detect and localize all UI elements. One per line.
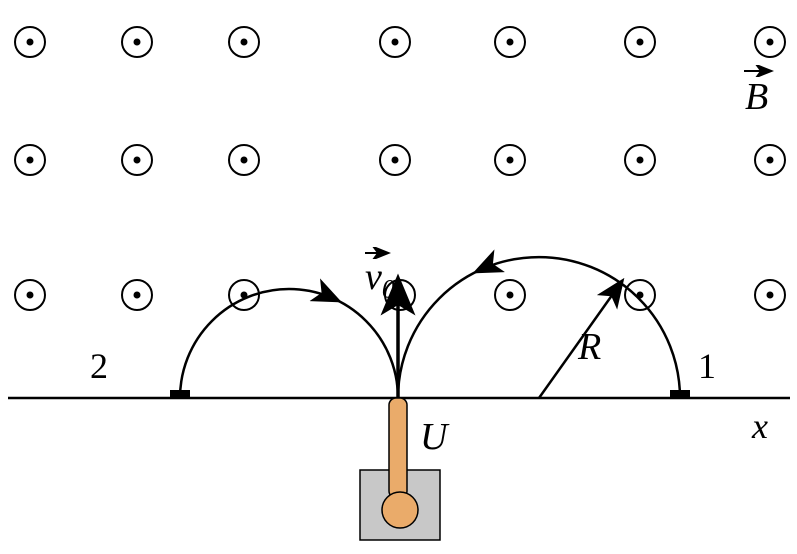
label-U: U <box>420 415 447 459</box>
physics-diagram <box>0 0 797 554</box>
label-R: R <box>578 325 601 369</box>
label-v0: v 0 <box>365 255 395 305</box>
label-B: B <box>745 75 768 119</box>
label-1: 1 <box>698 345 716 387</box>
label-2: 2 <box>90 345 108 387</box>
label-x: x <box>752 405 768 447</box>
